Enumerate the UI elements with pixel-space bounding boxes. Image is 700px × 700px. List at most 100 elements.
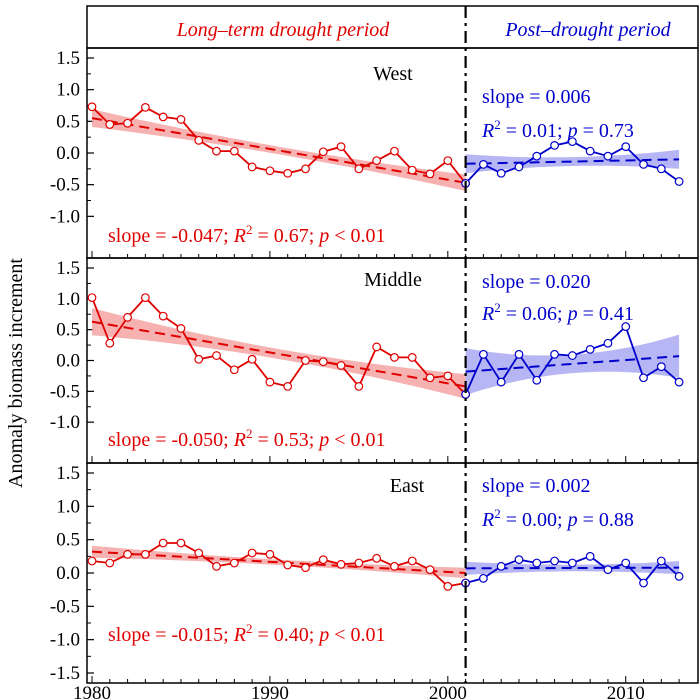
y-tick-label-middle: -0.5 <box>50 381 80 402</box>
post-data-point-east <box>532 558 542 568</box>
drought-data-point-east <box>283 560 293 570</box>
y-tick-label-east: -1.0 <box>50 630 80 651</box>
drought-data-point-east <box>212 561 221 571</box>
post-data-point-middle <box>639 373 648 383</box>
post-data-point-west <box>479 159 488 169</box>
y-tick-label-west: -0.5 <box>50 175 80 196</box>
p-symbol: p <box>317 624 329 646</box>
drought-data-point-west <box>212 146 221 156</box>
drought-data-point-east <box>443 581 453 591</box>
p-symbol: p <box>317 429 329 451</box>
drought-data-point-east <box>229 558 239 568</box>
drought-p-middle: < 0.01 <box>329 429 385 451</box>
drought-data-point-east <box>336 559 346 569</box>
drought-data-point-east <box>176 538 186 548</box>
panel-name-middle: Middle <box>364 269 422 291</box>
drought-p-west: < 0.01 <box>329 225 385 247</box>
r2-exponent: 2 <box>494 300 501 315</box>
post-data-point-middle <box>603 338 613 348</box>
p-symbol: p <box>566 120 578 142</box>
post-data-point-east <box>567 558 577 568</box>
header-right-title: Post–drought period <box>504 19 671 41</box>
post-data-point-middle <box>496 377 506 387</box>
drought-data-point-west <box>176 115 186 124</box>
drought-data-point-east <box>158 538 168 548</box>
drought-data-point-west <box>247 162 257 172</box>
y-tick-label-west: 0.5 <box>56 111 80 132</box>
y-tick-label-middle: 0.5 <box>56 320 80 341</box>
r2-symbol: R <box>233 624 246 646</box>
drought-data-point-west <box>229 146 239 156</box>
drought-data-point-east <box>87 556 97 566</box>
drought-data-point-east <box>407 556 417 566</box>
post-data-point-east <box>656 556 666 566</box>
r2-symbol: R <box>233 429 246 451</box>
drought-data-point-middle <box>372 342 382 352</box>
drought-data-point-east <box>354 558 364 568</box>
drought-data-point-east <box>105 558 115 568</box>
drought-data-point-west <box>123 118 132 128</box>
r2-exponent: 2 <box>246 426 253 441</box>
drought-data-point-middle <box>390 353 399 362</box>
r2-exponent: 2 <box>494 506 501 521</box>
y-tick-label-west: 1.5 <box>56 48 80 69</box>
y-tick-label-east: 1.0 <box>56 496 80 517</box>
drought-data-point-west <box>140 102 150 112</box>
drought-data-point-west <box>443 156 453 166</box>
post-data-point-middle <box>656 362 666 372</box>
post-data-point-east <box>550 556 559 566</box>
drought-series-line-east <box>91 542 466 588</box>
drought-data-point-east <box>265 549 275 559</box>
post-data-point-middle <box>550 349 559 359</box>
panel-name-west: West <box>373 63 413 85</box>
drought-data-point-east <box>123 549 132 559</box>
drought-data-point-middle <box>87 293 97 303</box>
y-tick-label-middle: 1.0 <box>56 289 80 310</box>
drought-data-point-middle <box>212 351 221 360</box>
drought-data-point-middle <box>247 354 257 364</box>
post-data-point-west <box>621 142 631 152</box>
post-data-point-east <box>621 558 631 568</box>
post-data-point-west <box>567 137 577 147</box>
post-data-point-west <box>496 168 506 178</box>
drought-data-point-middle <box>123 312 132 322</box>
drought-slope-west: slope = -0.047; <box>108 225 234 247</box>
drought-data-point-west <box>354 164 364 174</box>
r2-exponent: 2 <box>494 117 501 132</box>
drought-data-point-west <box>425 169 435 179</box>
x-tick-label: 1990 <box>251 683 289 700</box>
drought-stats-west: slope = -0.047; R2 = 0.67; p < 0.01 <box>108 222 386 247</box>
post-data-point-east <box>603 565 613 575</box>
y-tick-label-east: -0.5 <box>50 596 80 617</box>
post-r2p-east: R2 = 0.00; p = 0.88 <box>481 506 634 531</box>
drought-data-point-west <box>87 102 97 112</box>
y-tick-label-east: -1.5 <box>50 663 80 684</box>
post-data-point-west <box>603 151 613 161</box>
drought-data-point-east <box>140 549 150 559</box>
post-slope-east: slope = 0.002 <box>482 475 591 497</box>
p-symbol: p <box>566 303 578 325</box>
post-data-point-west <box>550 140 559 150</box>
post-data-point-middle <box>514 349 524 359</box>
p-symbol: p <box>317 225 329 247</box>
drought-data-point-west <box>372 156 382 166</box>
post-r2-east: = 0.00; <box>501 509 568 531</box>
r2-symbol: R <box>481 303 494 325</box>
post-data-point-west <box>639 159 648 169</box>
drought-data-point-east <box>390 561 399 571</box>
drought-data-point-west <box>265 166 275 176</box>
drought-data-point-middle <box>158 311 168 321</box>
y-tick-label-west: 1.0 <box>56 80 80 101</box>
drought-data-point-middle <box>229 365 239 375</box>
drought-data-point-middle <box>425 373 435 383</box>
drought-series-line-west <box>91 106 467 184</box>
drought-data-point-middle <box>105 338 115 348</box>
drought-data-point-middle <box>265 377 275 387</box>
post-data-point-middle <box>567 351 577 360</box>
r2-exponent: 2 <box>246 222 253 237</box>
post-confidence-band-middle <box>465 334 680 395</box>
post-data-point-east <box>639 578 648 588</box>
drought-trend-line-east <box>91 550 466 574</box>
post-p-middle: = 0.41 <box>578 303 634 325</box>
drought-data-point-west <box>301 164 310 174</box>
